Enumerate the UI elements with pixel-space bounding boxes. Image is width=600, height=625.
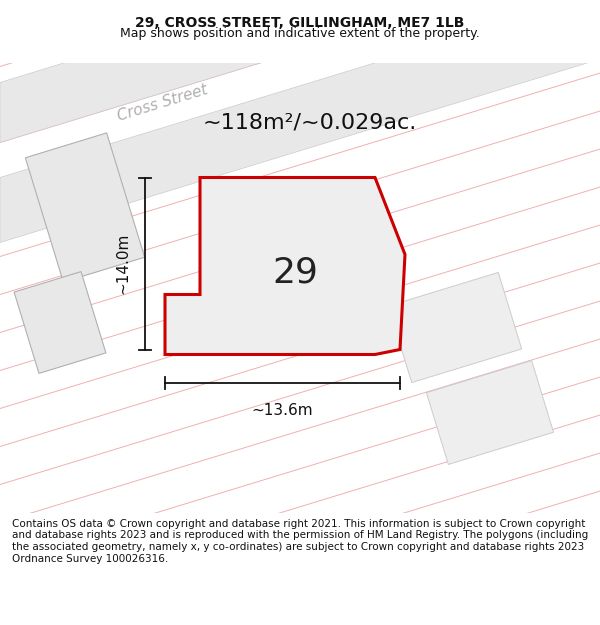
Text: 29, CROSS STREET, GILLINGHAM, ME7 1LB: 29, CROSS STREET, GILLINGHAM, ME7 1LB	[136, 16, 464, 30]
Polygon shape	[388, 272, 521, 382]
Text: Cross Street: Cross Street	[115, 82, 209, 123]
Text: 29: 29	[272, 256, 318, 289]
Text: ~118m²/~0.029ac.: ~118m²/~0.029ac.	[203, 112, 417, 132]
Text: Map shows position and indicative extent of the property.: Map shows position and indicative extent…	[120, 28, 480, 41]
Text: ~14.0m: ~14.0m	[115, 232, 131, 294]
Polygon shape	[165, 177, 405, 354]
Polygon shape	[14, 272, 106, 373]
Text: ~13.6m: ~13.6m	[251, 403, 313, 418]
Polygon shape	[0, 0, 600, 242]
Polygon shape	[0, 0, 600, 142]
Polygon shape	[427, 361, 554, 464]
Text: Cross Street: Cross Street	[290, 187, 384, 228]
Polygon shape	[25, 133, 145, 282]
Text: Contains OS data © Crown copyright and database right 2021. This information is : Contains OS data © Crown copyright and d…	[12, 519, 588, 564]
